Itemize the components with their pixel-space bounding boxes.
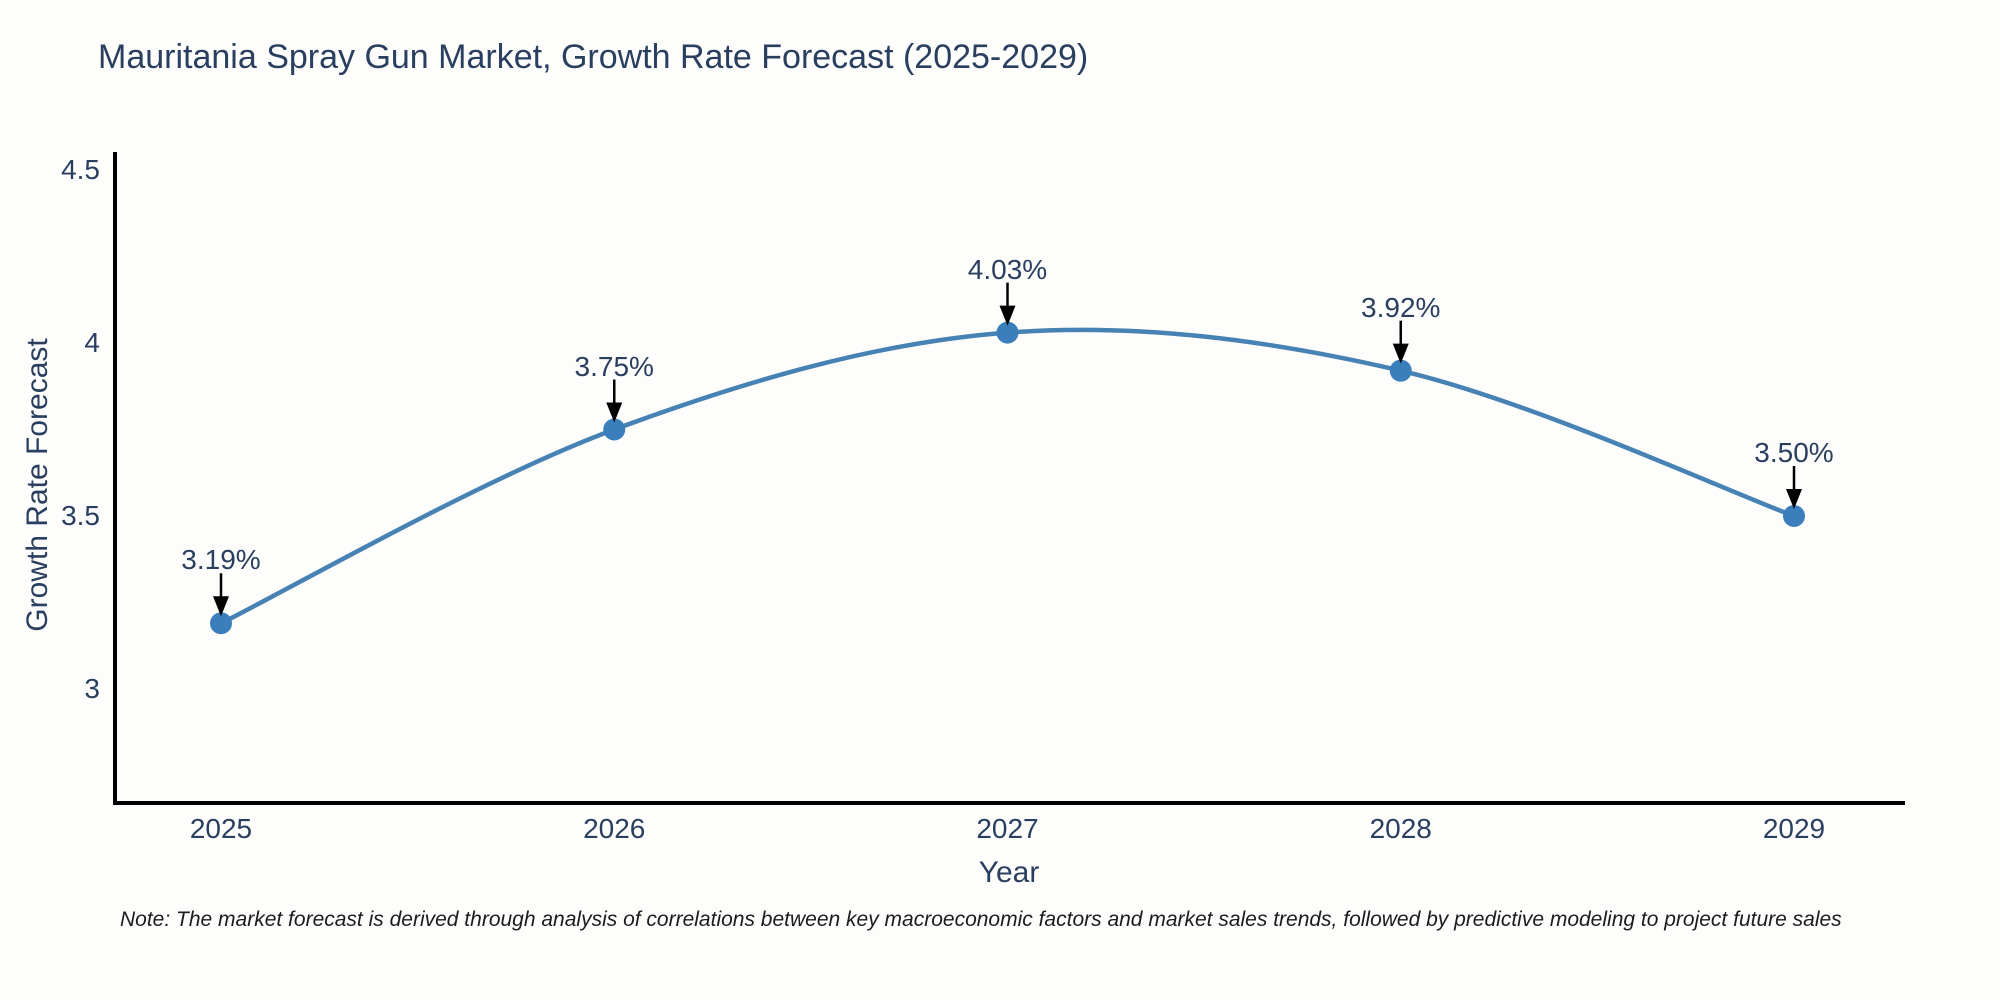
data-point-annotation: 3.92%: [1361, 291, 1441, 323]
x-axis-tick-label: 2026: [583, 813, 646, 844]
y-axis-tick-label: 4: [84, 327, 100, 358]
y-axis-tick-label: 3: [84, 673, 100, 704]
annotation-arrow-layer: [213, 282, 1802, 617]
data-point-marker: [1783, 505, 1805, 527]
x-axis-tick-label: 2025: [189, 813, 253, 844]
series-layer: [210, 321, 1805, 635]
y-axis-tick-label: 4.5: [61, 154, 100, 185]
data-point-marker: [1389, 359, 1412, 382]
data-point-marker: [603, 418, 626, 441]
x-axis-tick-label: 2027: [976, 813, 1039, 844]
annotation-arrow-head: [606, 402, 623, 423]
footnote: Note: The market forecast is derived thr…: [120, 908, 1842, 931]
chart-title: Mauritania Spray Gun Market, Growth Rate…: [98, 38, 1089, 76]
annotation-arrow-head: [1392, 343, 1409, 364]
x-axis-tick-label: 2028: [1369, 813, 1432, 844]
x-axis-title: Year: [978, 856, 1040, 889]
annotation-arrow-head: [213, 596, 229, 617]
data-point-annotation: 3.19%: [181, 544, 261, 576]
annotation-arrow-head: [1786, 489, 1802, 509]
data-point-marker: [210, 612, 232, 635]
y-axis-tick-label: 3.5: [61, 500, 100, 531]
x-axis-tick-label: 2029: [1762, 813, 1826, 844]
data-point-annotation: 3.75%: [574, 350, 654, 382]
trend-line: [220, 327, 1795, 626]
data-point-annotation: 4.03%: [967, 253, 1048, 285]
data-point-annotation: 3.50%: [1754, 437, 1834, 468]
annotation-arrow-head: [999, 305, 1016, 326]
data-point-marker: [996, 321, 1019, 344]
